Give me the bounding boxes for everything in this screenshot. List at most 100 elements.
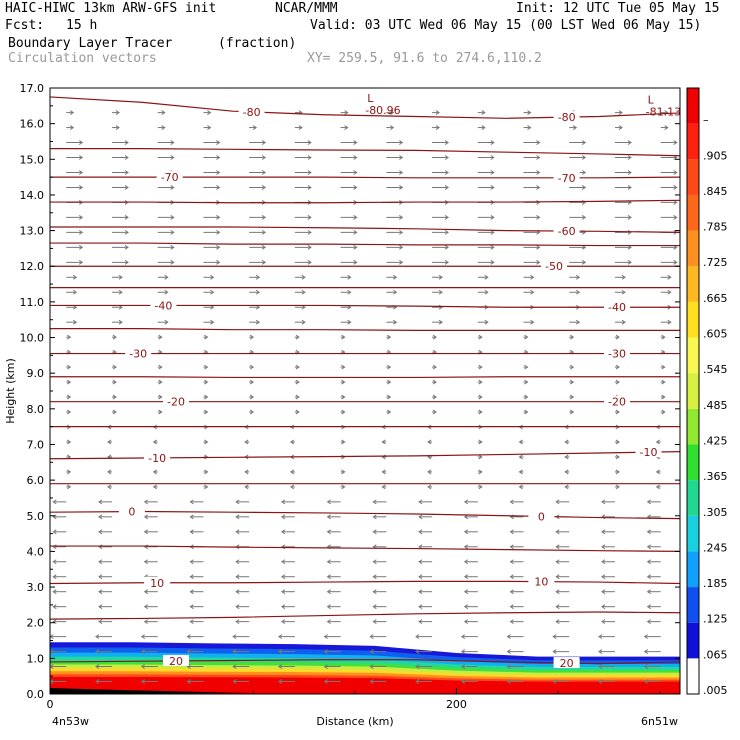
wind-vector-head [643,679,648,684]
wind-vector-head [323,649,328,654]
wind-vector-head [661,409,666,415]
wind-vector-head [372,604,377,610]
isotherm-label-bg [553,225,580,237]
wind-vector-head [601,559,606,565]
colorbar-label: .125 [703,613,728,626]
wind-vector-head [295,394,300,400]
wind-vector-head [124,259,129,265]
wind-vector-head [72,319,78,325]
wind-vector-head [235,559,240,565]
wind-vector-head [415,664,420,669]
colorbar-segment [687,159,699,195]
wind-vector-head [95,634,100,640]
wind-vector-head [307,214,312,220]
wind-vector-head [216,214,221,220]
wind-vector-head [98,544,103,550]
xy-range: XY= 259.5, 91.6 to 274.6,110.2 [307,51,542,66]
vectors-label: Circulation vectors [8,51,157,66]
y-tick-label: 15.0 [20,153,45,166]
isotherms [49,96,681,665]
wind-vector-head [444,214,449,220]
wind-vector-head [170,185,175,190]
wind-vector-head [643,664,648,669]
isotherm-label-bg [144,451,171,463]
isotherm-label-bg [541,260,567,272]
wind-vector-head [478,394,483,400]
wind-vector-head [481,110,486,116]
isotherm-label-bg [553,171,580,183]
wind-vector-head [615,439,620,445]
wind-vector-head [277,664,283,669]
wind-vector-head [655,439,660,445]
wind-vector-head [444,259,449,265]
wind-vector-head [598,649,603,654]
wind-vector-head [186,649,191,654]
wind-vector-head [189,559,194,565]
y-tick-label: 6.0 [27,474,45,487]
wind-vector-head [572,125,578,130]
wind-vector-head [326,499,331,505]
wind-vector-head [235,574,240,580]
wind-vector-head [509,574,514,580]
wind-vector-head [158,409,163,415]
wind-vector-head [598,679,603,684]
wind-vector-head [280,589,286,595]
wind-vector-head [569,379,575,385]
wind-vector-head [569,334,575,340]
wind-vector-head [295,364,300,370]
y-tick-label: 12.0 [20,260,45,273]
wind-vector-head [478,409,483,415]
wind-vector-head [204,394,209,400]
isotherm-line [50,199,681,204]
wind-vector-head [646,604,651,610]
isotherm-label-bg [604,395,630,407]
wind-vector-head [555,574,560,580]
colorbar-label: .605 [703,328,728,341]
wind-vector-head [98,619,103,625]
colorbar-label: .665 [703,292,728,305]
y-tick-label: 1.0 [27,652,45,665]
isotherm-label-bg [553,657,580,669]
wind-vector-head [207,125,212,130]
wind-vector-head [280,574,286,580]
wind-vector-head [463,619,469,625]
wind-vector-head [261,185,267,190]
wind-vector-head [307,229,312,235]
wind-vector-head [235,499,240,505]
wind-vector-head [112,334,117,340]
wind-vector-head [326,529,331,535]
colorbar-segment [687,194,699,231]
wind-vector-head [98,514,103,520]
wind-vector-head [161,110,166,116]
wind-vector-head [235,529,240,535]
wind-vector-head [189,529,194,535]
wind-vector-head [530,274,535,280]
y-tick-label: 11.0 [20,296,45,309]
wind-vector-head [143,529,148,535]
wind-vector-head [627,155,632,160]
colorbar-label: .245 [703,541,728,554]
y-tick-label: 0.0 [27,688,45,701]
wind-vector-head [140,679,145,684]
x-axis-title: Distance (km) [316,715,393,728]
wind-vector-head [369,664,374,669]
wind-vector-head [341,484,346,490]
wind-vector-head [460,634,466,640]
wind-vector-head [432,409,437,415]
y-tick-label: 7.0 [27,438,45,451]
wind-vector-head [170,229,175,235]
colorbar-label: .905 [703,149,728,162]
wind-vector-head [170,244,175,250]
wind-vector-head [575,274,581,280]
wind-vector-head [490,229,495,235]
wind-vector-head [66,409,72,415]
wind-vector-head [124,155,129,160]
wind-vector-head [524,334,529,340]
wind-vector-head [598,634,603,640]
y-tick-label: 5.0 [27,510,45,523]
wind-vector-head [387,364,392,370]
wind-vector-head [569,409,575,415]
isotherm-label: 10 [150,577,164,590]
wind-vector-head [301,289,306,295]
wind-vector-head [615,469,620,475]
